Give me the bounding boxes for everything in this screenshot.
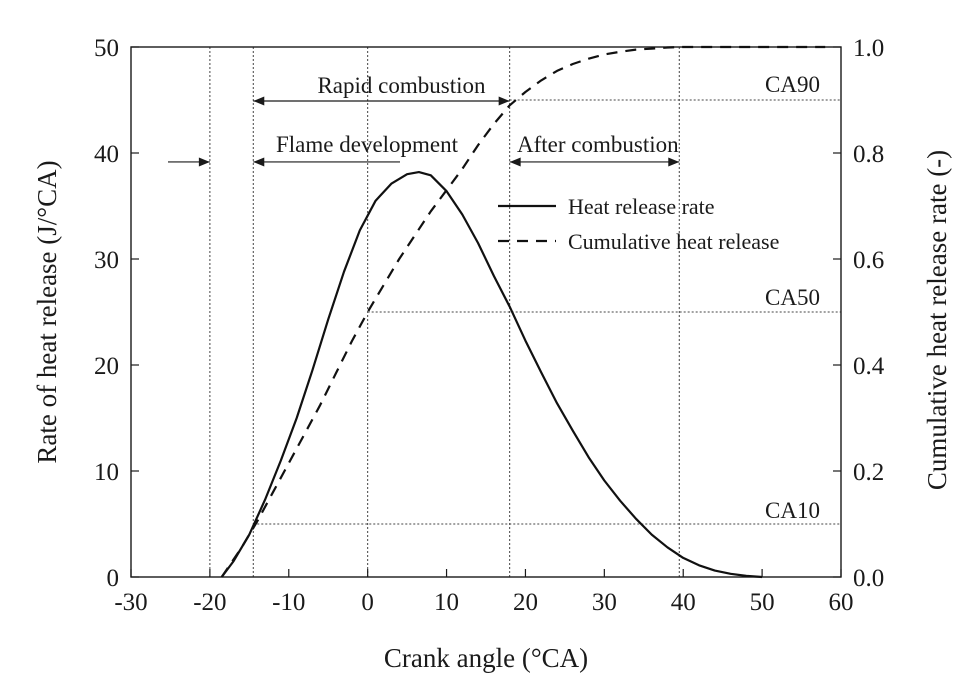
plot-frame [130, 46, 842, 578]
y-right-tick-label: 0.8 [853, 141, 884, 168]
heat-release-rate-line [220, 171, 763, 579]
x-axis-title: Crank angle (°CA) [384, 643, 588, 673]
y-left-tick-label: 20 [94, 353, 119, 380]
x-tick-label: 40 [671, 589, 696, 616]
flame-development-arrow-left-head [198, 157, 210, 167]
y-left-tick-label: 30 [94, 247, 119, 274]
x-tick-label: 10 [434, 589, 459, 616]
x-tick-label: 30 [592, 589, 617, 616]
x-tick-label: 50 [750, 589, 775, 616]
y-right-tick-label: 0.6 [853, 247, 884, 274]
x-tick-label: 20 [513, 589, 538, 616]
after-combustion-label: After combustion [517, 132, 679, 157]
y-left-tick-label: 0 [107, 565, 120, 592]
y-left-tick-label: 50 [94, 35, 119, 62]
flame-development-arrow-right-head [253, 157, 265, 167]
y-left-tick-label: 40 [94, 141, 119, 168]
rapid-combustion-label: Rapid combustion [317, 73, 486, 98]
x-tick-label: -10 [272, 589, 305, 616]
cumulative-heat-release-line [220, 45, 826, 578]
x-tick-label: -30 [114, 589, 147, 616]
flame-development-label: Flame development [276, 132, 459, 157]
y-right-tick-label: 0.2 [853, 459, 884, 486]
x-tick-label: 60 [829, 589, 854, 616]
legend-heat-release-rate: Heat release rate [568, 194, 715, 219]
y-right-tick-label: 0.4 [853, 353, 885, 380]
y-left-tick-label: 10 [94, 459, 119, 486]
y-right-tick-label: 1.0 [853, 35, 884, 62]
rapid-combustion-arrow-left-head [253, 96, 265, 106]
y-left-axis-title: Rate of heat release (J/°CA) [32, 160, 62, 463]
rapid-combustion-arrow-right-head [498, 96, 510, 106]
ca50-label: CA50 [765, 285, 820, 310]
ca10-label: CA10 [765, 498, 820, 523]
ca90-label: CA90 [765, 72, 820, 97]
legend-cumulative-heat-release: Cumulative heat release [568, 229, 779, 254]
after-combustion-arrow-right-head [668, 157, 680, 167]
y-right-tick-label: 0.0 [853, 565, 884, 592]
plot-area: -30 -20 -10 0 10 20 30 40 50 60 0 10 20 30 40 50 0.0 0.2 0… [32, 35, 952, 673]
x-tick-label: 0 [361, 589, 374, 616]
after-combustion-arrow-left-head [509, 157, 521, 167]
y-right-axis-title: Cumulative heat release rate (-) [922, 150, 952, 490]
x-tick-label: -20 [193, 589, 226, 616]
